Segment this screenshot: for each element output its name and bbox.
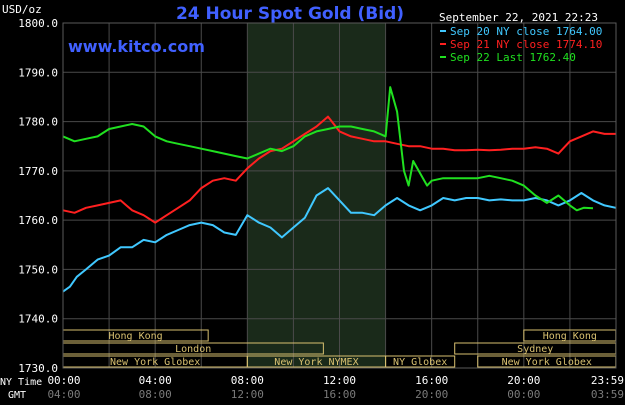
x-tick-gmt: 16:00 [323,388,356,401]
x-tick-gmt: 00:00 [507,388,540,401]
legend-label: Sep 21 NY close 1774.10 [450,38,602,51]
series-line [62,115,616,224]
market-label: New York Globex [502,357,592,368]
y-tick-label: 1740.0 [18,313,58,326]
market-box [385,355,456,368]
series-lines [62,86,617,293]
plot-frame [62,22,617,369]
x-tick-ny: 00:00 [47,374,80,387]
market-label: London [175,344,211,355]
y-tick-label: 1770.0 [18,165,58,178]
y-tick-labels: 1730.0 1740.0 1750.0 1760.0 1770.0 1780.0 1790… [18,17,58,375]
y-tick-label: 1750.0 [18,263,58,276]
market-label: New York Globex [110,357,200,368]
market-label: New York NYMEX [274,357,358,368]
x-tick-gmt: 08:00 [139,388,172,401]
market-label: NY Globex [393,357,447,368]
y-tick-label: 1790.0 [18,66,58,79]
watermark: www.kitco.com [68,37,205,56]
chart-title: 24 Hour Spot Gold (Bid) [176,4,404,24]
x-tick-ny: 23:59 [591,374,624,387]
x-tick-ny: 12:00 [323,374,356,387]
x-tick-labels: 00:00 04:00 08:00 12:00 16:00 20:00 23:5904:00… [47,374,624,401]
series-line [62,86,594,212]
legend-label: Sep 22 Last 1762.40 [450,51,576,64]
market-label: Hong Kong [108,331,162,342]
x-tick-ny: 16:00 [415,374,448,387]
market-label: Sydney [517,344,553,355]
legend-label: Sep 20 NY close 1764.00 [450,25,602,38]
x-tick-gmt: 20:00 [415,388,448,401]
ny-time-label: NY Time [0,377,42,388]
gmt-label: GMT [8,390,26,401]
x-tick-gmt: 12:00 [231,388,264,401]
x-tick-ny: 04:00 [139,374,172,387]
x-tick-ny: 08:00 [231,374,264,387]
timestamp: September 22, 2021 22:23 [439,11,598,24]
y-tick-label: 1800.0 [18,17,58,30]
y-tick-label: 1780.0 [18,116,58,129]
unit-label: USD/oz [2,3,42,16]
x-tick-gmt: 04:00 [47,388,80,401]
market-label: Hong Kong [543,331,597,342]
y-tick-label: 1730.0 [18,362,58,375]
x-tick-gmt: 03:59 [591,388,624,401]
x-tick-ny: 20:00 [507,374,540,387]
series-line [62,187,617,293]
y-tick-label: 1760.0 [18,214,58,227]
